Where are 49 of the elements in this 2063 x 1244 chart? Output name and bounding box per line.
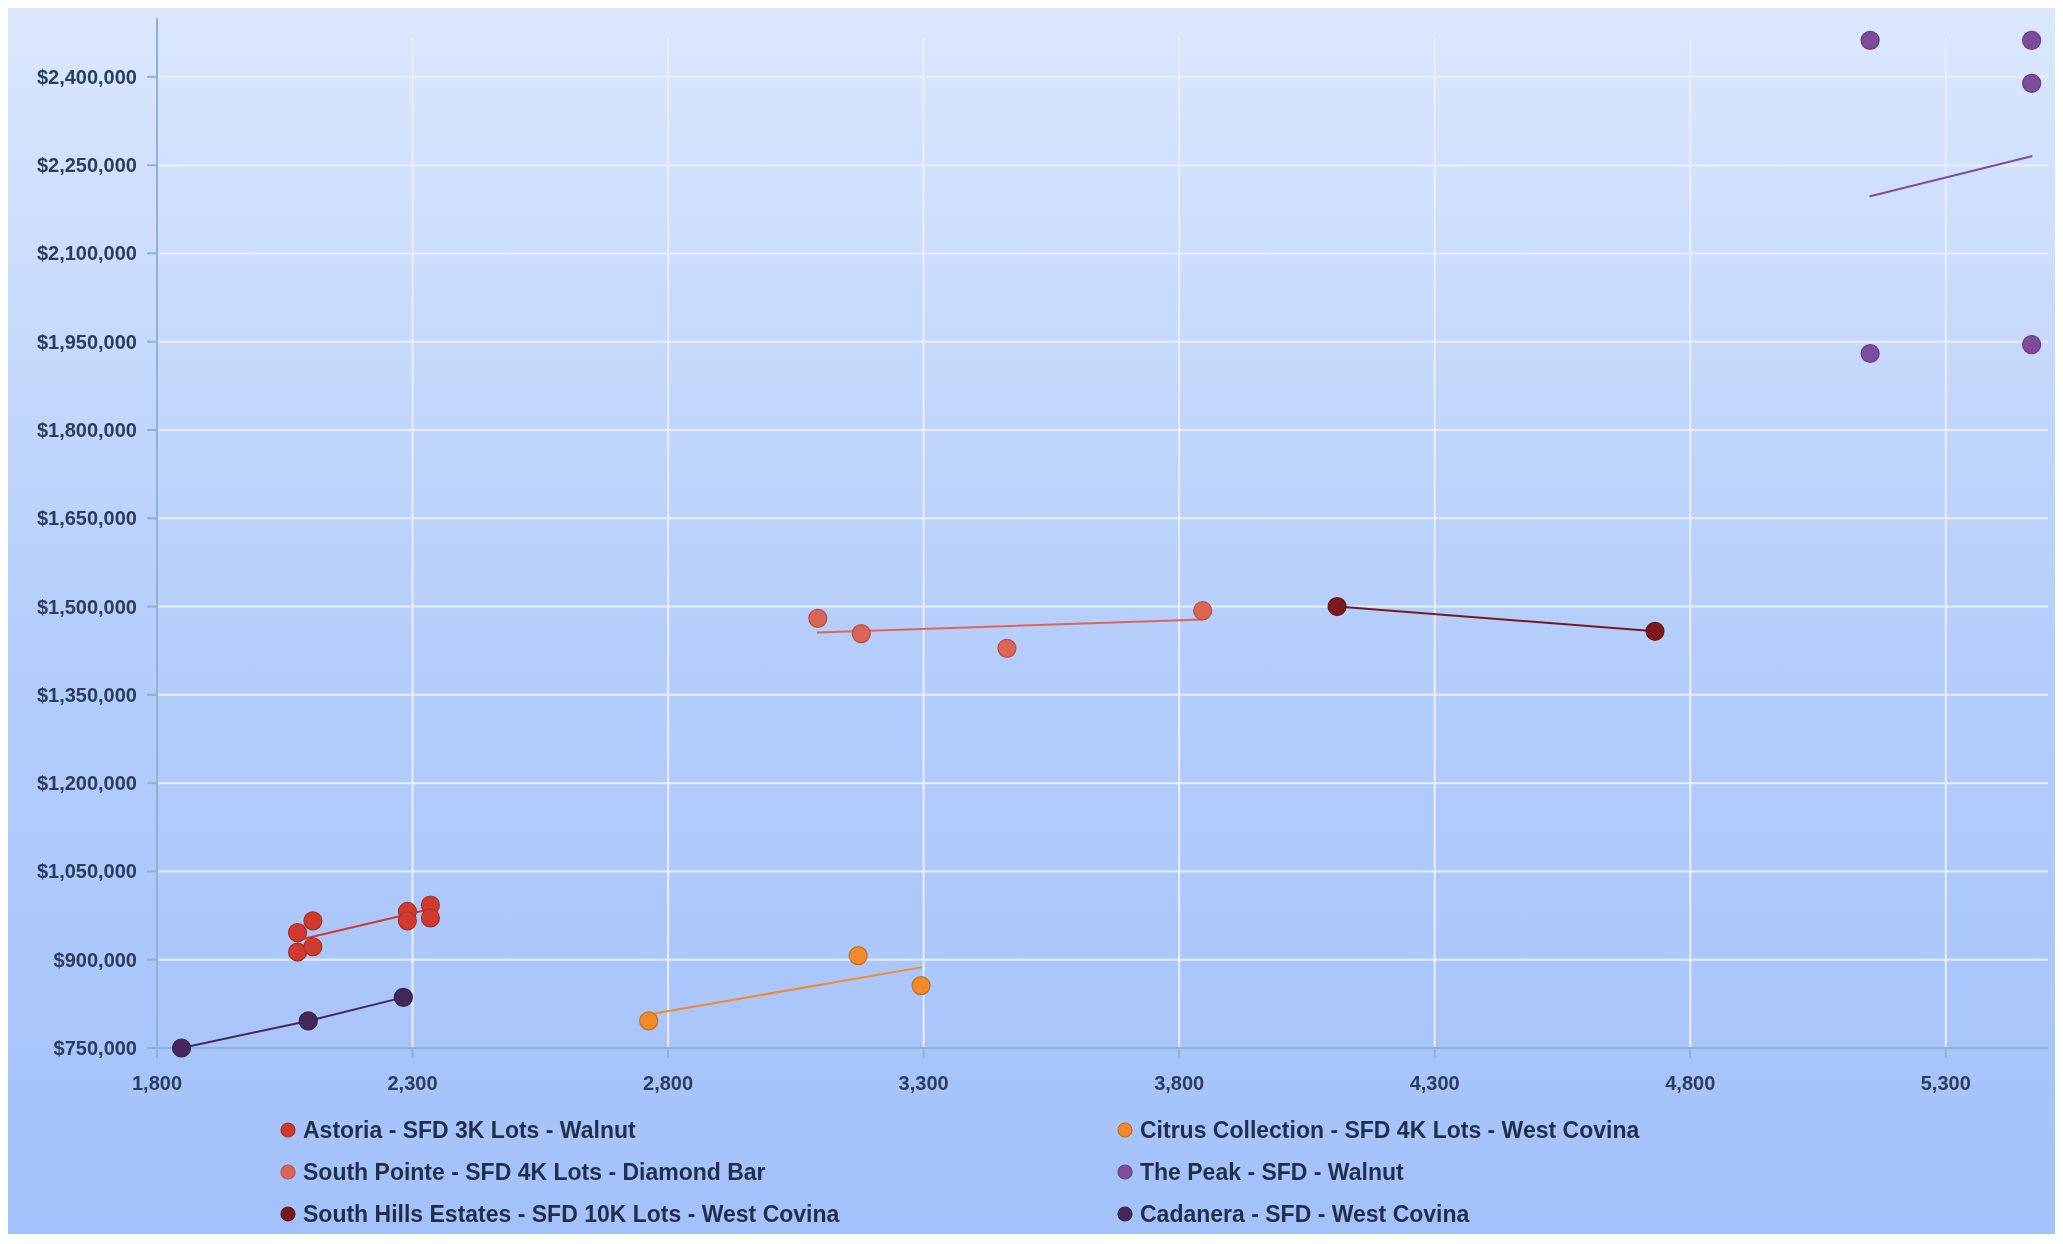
y-tick-label: $1,650,000 — [36, 507, 137, 530]
x-tick-label: 1,800 — [131, 1072, 183, 1094]
y-tick-label: $1,500,000 — [36, 595, 137, 618]
point — [808, 608, 828, 628]
y-tick-label: $1,800,000 — [36, 419, 137, 441]
point — [287, 923, 308, 943]
x-tick-label: 4,800 — [1665, 1072, 1716, 1094]
legend-label: Astoria - SFD 3K Lots - Walnut — [303, 1117, 636, 1144]
legend-label: Citrus Collection - SFD 4K Lots - West Covina — [1140, 1117, 1640, 1144]
point — [1860, 343, 1880, 364]
y-tick-label: $1,200,000 — [36, 772, 137, 795]
point — [2022, 335, 2042, 355]
point — [851, 624, 871, 644]
point — [2022, 30, 2042, 50]
point — [420, 908, 441, 928]
legend-label: The Peak - SFD - Walnut — [1140, 1159, 1405, 1186]
y-tick-label: $2,400,000 — [36, 65, 137, 88]
point — [997, 638, 1017, 658]
x-tick-label: 3,300 — [898, 1072, 949, 1094]
x-tick-label: 4,300 — [1409, 1072, 1460, 1094]
y-tick-label: $750,000 — [53, 1037, 137, 1059]
point — [303, 937, 323, 957]
point — [848, 945, 868, 966]
point — [397, 911, 418, 931]
y-tick-label: $900,000 — [53, 948, 137, 971]
y-tick-label: $1,350,000 — [36, 683, 137, 706]
x-tick-label: 2,800 — [643, 1072, 694, 1094]
y-tick-label: $2,250,000 — [36, 154, 137, 177]
point — [1193, 601, 1213, 621]
point — [171, 1038, 192, 1058]
legend-label: South Hills Estates - SFD 10K Lots - West Covina — [303, 1201, 840, 1228]
point — [1860, 30, 1880, 50]
point — [911, 976, 931, 996]
point — [2022, 73, 2042, 93]
point — [393, 987, 413, 1007]
y-tick-label: $1,050,000 — [36, 860, 137, 883]
point — [1327, 596, 1347, 617]
point — [298, 1011, 318, 1031]
x-tick-label: 5,300 — [1920, 1072, 1971, 1094]
point — [1645, 621, 1665, 641]
y-tick-label: $2,100,000 — [36, 242, 137, 265]
y-tick-label: $1,950,000 — [36, 330, 137, 353]
point — [303, 911, 323, 931]
x-tick-label: 3,800 — [1154, 1072, 1205, 1094]
point — [639, 1011, 659, 1031]
x-tick-label: 2,300 — [387, 1072, 438, 1094]
legend-label: South Pointe - SFD 4K Lots - Diamond Bar — [303, 1159, 766, 1186]
point — [287, 942, 308, 962]
legend-label: Cadanera - SFD - West Covina — [1140, 1201, 1470, 1228]
